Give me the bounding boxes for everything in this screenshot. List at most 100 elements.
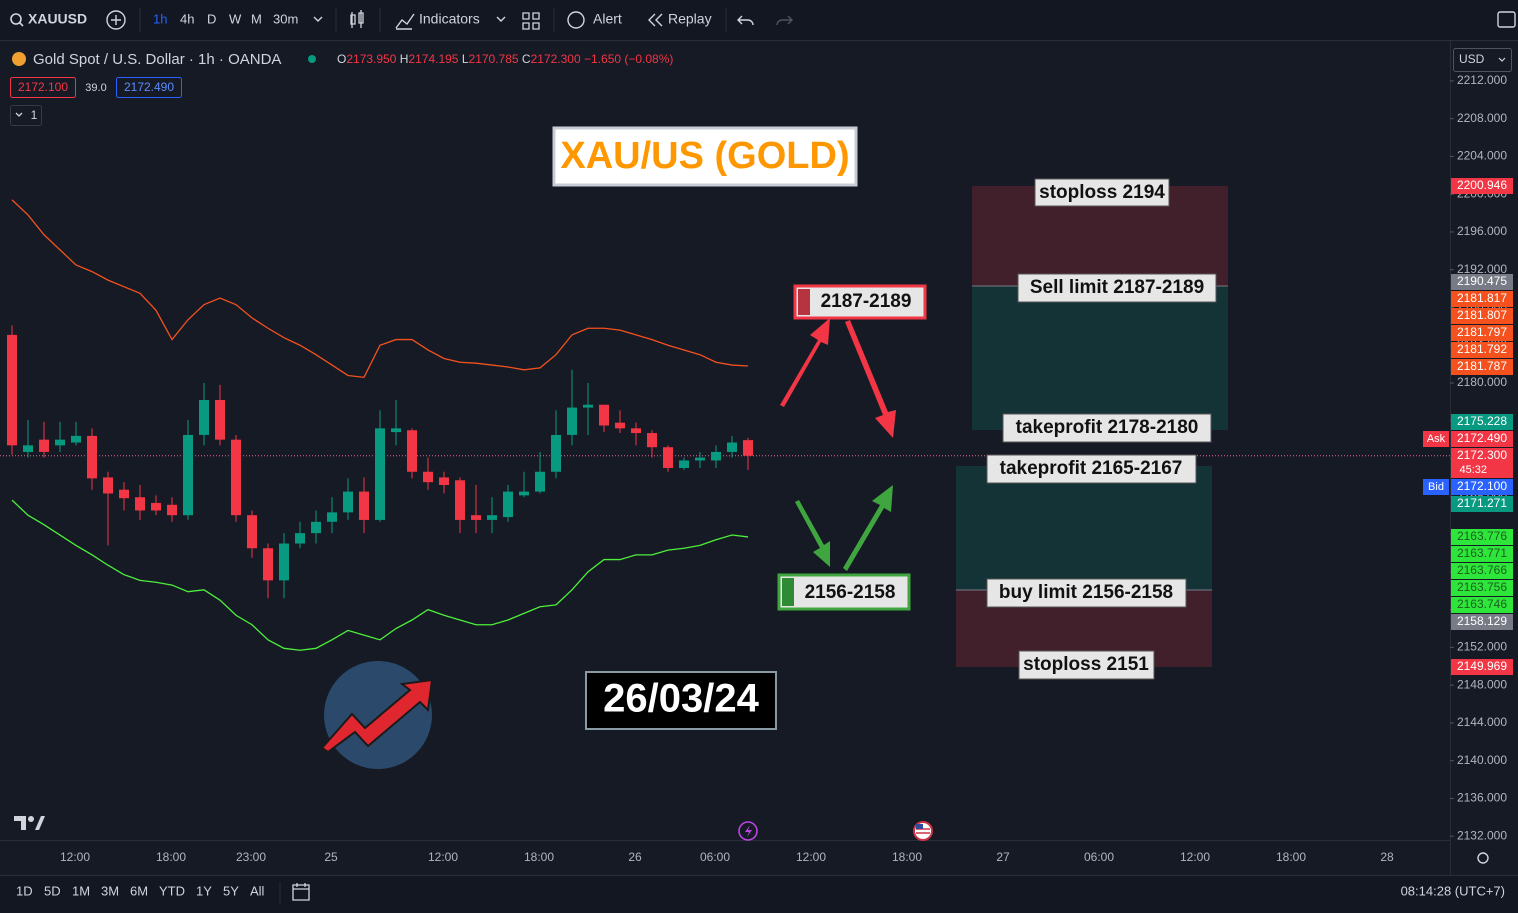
- x-tick-label: 12:00: [428, 850, 458, 864]
- symbol-title: Gold Spot / U.S. Dollar · 1h · OANDA: [33, 51, 281, 68]
- lightning: [745, 825, 752, 837]
- range-button[interactable]: 1D: [16, 883, 33, 898]
- candle-body: [663, 447, 673, 468]
- price-tag: [1451, 359, 1513, 375]
- sell-zone-text: 2187-2189: [821, 291, 912, 312]
- y-tick-label: 2196.000: [1457, 224, 1507, 238]
- chevron[interactable]: [313, 16, 323, 22]
- range-button[interactable]: 5D: [44, 883, 61, 898]
- currency[interactable]: USD: [1459, 52, 1485, 66]
- date-annotation: 26/03/24: [585, 671, 777, 730]
- redo-button[interactable]: [776, 15, 793, 26]
- chevron: [15, 112, 23, 117]
- buy-button[interactable]: [116, 77, 182, 98]
- x-tick-label: 18:00: [156, 850, 186, 864]
- indicator-count: 1: [31, 108, 38, 122]
- logo-arrow: [320, 678, 434, 754]
- price-tag: [1451, 479, 1513, 495]
- interval-button[interactable]: W: [229, 11, 242, 26]
- undo-button[interactable]: [737, 15, 754, 26]
- bid-price[interactable]: 2172.100: [18, 80, 68, 94]
- x-tick-label: 18:00: [524, 850, 554, 864]
- label-box: [1034, 178, 1170, 207]
- y-tick-label: 2204.000: [1457, 149, 1507, 163]
- range-button[interactable]: 6M: [130, 883, 148, 898]
- symbol-search[interactable]: XAUUSD: [10, 11, 87, 27]
- title-annotation: XAU/US (GOLD): [552, 126, 858, 187]
- price-tag: [1451, 308, 1513, 324]
- settings-button[interactable]: [1477, 852, 1489, 864]
- red-arrow-up: [780, 318, 830, 407]
- y-tick-label: 2152.000: [1457, 640, 1507, 654]
- range-button[interactable]: 3M: [101, 883, 119, 898]
- interval-button[interactable]: 4h: [180, 11, 194, 26]
- price-tag: [1451, 546, 1513, 562]
- indicator-toggle[interactable]: [10, 105, 42, 126]
- currency-select[interactable]: [1453, 48, 1512, 72]
- title-text: XAU/US (GOLD): [560, 135, 849, 177]
- ask-price[interactable]: 2172.490: [124, 80, 174, 94]
- candle-body: [743, 440, 753, 456]
- replay-icon: [648, 13, 663, 27]
- bottom-bar: [0, 876, 1518, 913]
- candle-body: [519, 491, 529, 496]
- sell-button[interactable]: [10, 77, 76, 98]
- price-tag: [1451, 597, 1513, 613]
- market-status: [308, 55, 316, 63]
- price-tag: [1451, 325, 1513, 341]
- interval-button[interactable]: 30m: [273, 11, 298, 26]
- toolbar: [0, 0, 1518, 40]
- x-tick-label: 25: [324, 850, 338, 864]
- interval-button[interactable]: M: [251, 11, 262, 26]
- price-tags: 2200.946 2190.475 2181.817 2181.807 2181.797…: [1423, 178, 1513, 675]
- candle-body: [135, 497, 145, 511]
- indicators-button[interactable]: Indicators: [419, 11, 480, 27]
- symbol[interactable]: XAUUSD: [28, 11, 87, 27]
- chevron: [1498, 57, 1506, 62]
- candle-icon: [350, 10, 364, 28]
- candle-body: [359, 491, 369, 520]
- price-tag-label: 2163.746: [1457, 597, 1507, 611]
- interval-button[interactable]: 1h: [153, 11, 167, 26]
- chart-type-button[interactable]: [350, 10, 364, 28]
- buy-takeprofit-label: takeprofit 2165-2167: [1000, 458, 1183, 479]
- range-button[interactable]: 1Y: [196, 883, 212, 898]
- replay-button[interactable]: Replay: [668, 11, 712, 27]
- price-tag-label: 2158.129: [1457, 614, 1507, 628]
- position-tools: [956, 186, 1228, 667]
- candle-body: [487, 515, 497, 520]
- range-button[interactable]: YTD: [159, 883, 185, 898]
- date-range-button[interactable]: [292, 883, 310, 901]
- compare-button[interactable]: [106, 10, 126, 30]
- price-tag-label: 2172.490: [1457, 431, 1507, 445]
- y-tick-label: 2132.000: [1457, 828, 1507, 842]
- candle-body: [7, 334, 17, 446]
- candle-body: [615, 422, 625, 429]
- title-box: [552, 126, 858, 187]
- range-button[interactable]: 5Y: [223, 883, 239, 898]
- range-button[interactable]: All: [250, 883, 265, 898]
- candle-body: [23, 445, 33, 452]
- y-tick-label: 2140.000: [1457, 753, 1507, 767]
- chevron[interactable]: [496, 16, 506, 22]
- price-tag-label: 2171.271: [1457, 496, 1507, 510]
- symbol-icon: [12, 52, 26, 66]
- candle-body: [71, 435, 81, 443]
- candle-body: [599, 404, 609, 426]
- interval-button[interactable]: D: [207, 11, 216, 26]
- candle-body: [327, 512, 337, 522]
- event-icon[interactable]: [738, 821, 758, 841]
- price-tag-label: 2181.807: [1457, 308, 1507, 322]
- layout-button[interactable]: [522, 12, 540, 30]
- fullscreen-button[interactable]: [1497, 11, 1516, 28]
- range-button[interactable]: 1M: [72, 883, 90, 898]
- alert-button[interactable]: Alert: [593, 11, 622, 27]
- x-tick-label: 26: [628, 850, 642, 864]
- y-tick-label: 2144.000: [1457, 715, 1507, 729]
- candle-body: [695, 457, 705, 461]
- candle-body: [55, 439, 65, 446]
- candle-body: [711, 451, 721, 461]
- logo-circle: [324, 661, 432, 769]
- candle-body: [279, 543, 289, 581]
- price-tag: [1451, 659, 1513, 675]
